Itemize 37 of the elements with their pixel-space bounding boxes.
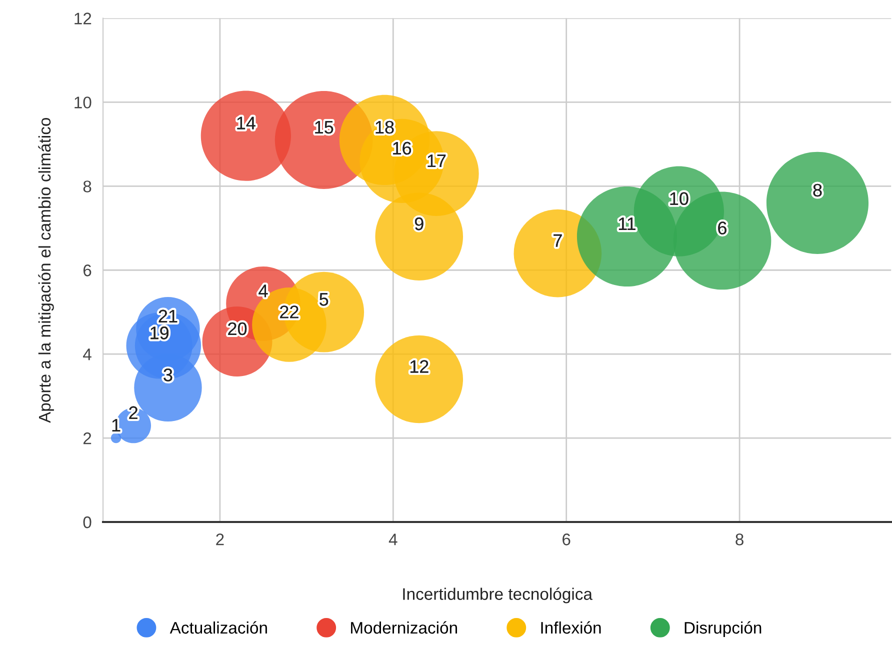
y-tick-label: 2 — [83, 432, 92, 444]
x-axis-title: Incertidumbre tecnológica — [403, 588, 592, 604]
annotation: 15 — [315, 121, 334, 134]
annotation: 21 — [158, 310, 178, 322]
annotation: 14 — [237, 116, 256, 130]
annotation: 8 — [813, 184, 822, 197]
x-tick-label: 2 — [216, 534, 224, 546]
annotation: 3 — [164, 368, 172, 382]
annotation: 2 — [129, 406, 138, 419]
y-tick-label: 4 — [83, 348, 92, 360]
annotation: 11 — [618, 218, 636, 230]
legend-label: Disrupción — [684, 621, 762, 637]
annotation: 20 — [228, 322, 247, 336]
annotation: 22 — [280, 306, 298, 318]
y-tick-label: 6 — [83, 264, 92, 276]
annotation: 6 — [718, 222, 726, 234]
y-axis-title: Aporte a la mitigación el cambio climático — [38, 118, 54, 423]
annotation: 17 — [428, 154, 446, 168]
y-tick-label: 0 — [83, 516, 92, 528]
annotation: 19 — [150, 326, 169, 340]
legend-label: Inflexión — [541, 621, 601, 634]
annotation: 12 — [410, 360, 428, 373]
annotation: 16 — [393, 142, 412, 155]
y-tick-label: 10 — [74, 96, 92, 108]
annotation: 7 — [554, 234, 562, 247]
annotation: 5 — [320, 293, 328, 306]
legend-label: Actualización — [170, 621, 267, 634]
y-tick-label: 12 — [74, 12, 92, 24]
x-tick-label: 8 — [736, 534, 744, 546]
x-tick-label: 6 — [562, 534, 570, 546]
annotation: 9 — [414, 217, 424, 230]
y-tick-label: 8 — [83, 180, 92, 192]
annotation: 4 — [258, 284, 268, 298]
legend-label: Modernización — [351, 621, 457, 634]
annotation: 18 — [376, 120, 394, 134]
x-tick-label: 4 — [388, 534, 398, 546]
annotation: 10 — [670, 192, 688, 206]
